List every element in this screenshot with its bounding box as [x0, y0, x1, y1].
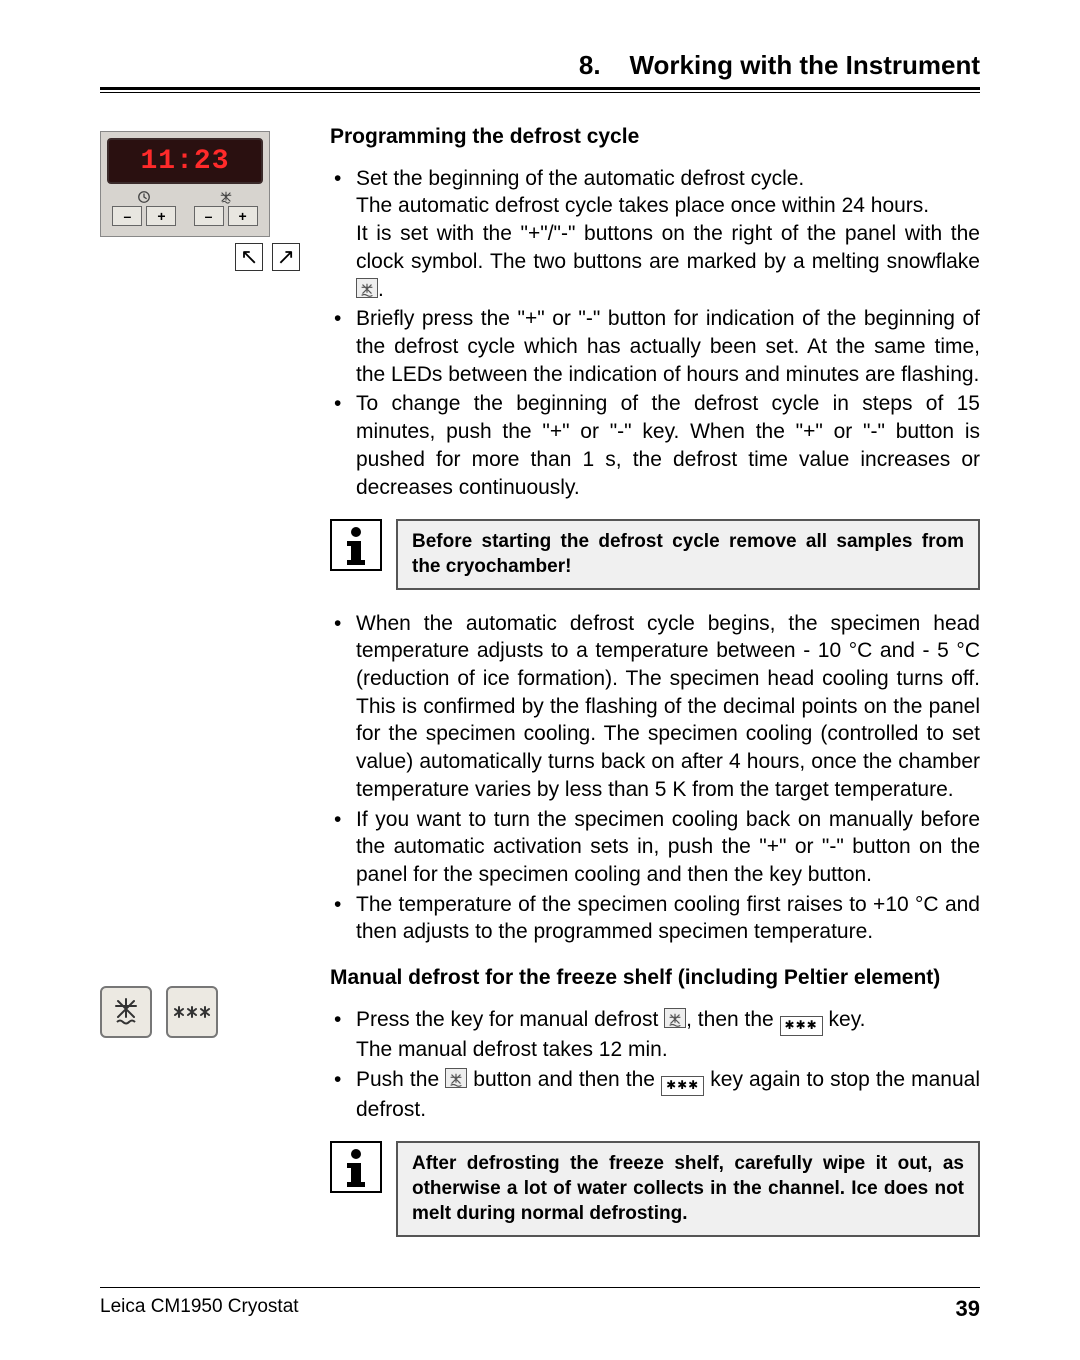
info-icon — [330, 1141, 382, 1193]
page-footer: Leica CM1950 Cryostat 39 — [100, 1287, 980, 1322]
led-display: 11:23 — [107, 138, 263, 184]
section1-title: Programming the defrost cycle — [330, 123, 980, 151]
time-minus-button: – — [112, 206, 142, 226]
section2-title: Manual defrost for the freeze shelf (inc… — [330, 964, 980, 992]
three-stars-icon — [172, 1002, 212, 1022]
melting-snowflake-icon — [109, 995, 143, 1029]
melting-snowflake-inline-icon — [356, 278, 378, 298]
section2-list: Press the key for manual defrost , then … — [330, 1006, 980, 1123]
header-rule-thick — [100, 87, 980, 90]
defrost-minus-button: – — [194, 206, 224, 226]
defrost-plus-button: + — [228, 206, 258, 226]
info-box-1: Before starting the defrost cycle remove… — [330, 519, 980, 589]
arrow-up-right-icon: ↗ — [272, 243, 300, 271]
arrow-up-left-icon: ↖ — [235, 243, 263, 271]
list-item: Push the button and then the ✱✱✱ key aga… — [330, 1066, 980, 1124]
chapter-number: 8. — [579, 50, 601, 80]
page-number: 39 — [956, 1296, 980, 1322]
defrost-key-button — [100, 986, 152, 1038]
manual-defrost-buttons-figure — [100, 986, 310, 1038]
stars-inline-icon: ✱✱✱ — [780, 1016, 823, 1036]
list-item: To change the beginning of the defrost c… — [330, 390, 980, 501]
section1-list-a: Set the beginning of the automatic defro… — [330, 165, 980, 502]
defrost-snowflake-icon — [217, 190, 235, 204]
clock-icon — [135, 190, 153, 204]
content-area: 11:23 – + – — [100, 123, 980, 1257]
info-icon — [330, 519, 382, 571]
info-text: Before starting the defrost cycle remove… — [396, 519, 980, 589]
chapter-title: Working with the Instrument — [629, 50, 980, 80]
control-panel-figure: 11:23 – + – — [100, 131, 270, 237]
info-text: After defrosting the freeze shelf, caref… — [396, 1141, 980, 1236]
melting-snowflake-inline-icon — [445, 1068, 467, 1088]
figure-column: 11:23 – + – — [100, 123, 330, 1257]
text-column: Programming the defrost cycle Set the be… — [330, 123, 980, 1257]
list-item: Press the key for manual defrost , then … — [330, 1006, 980, 1064]
list-item: When the automatic defrost cycle begins,… — [330, 610, 980, 804]
time-plus-button: + — [146, 206, 176, 226]
chapter-header: 8. Working with the Instrument — [100, 50, 980, 87]
section1-list-b: When the automatic defrost cycle begins,… — [330, 610, 980, 947]
melting-snowflake-inline-icon — [664, 1008, 686, 1028]
list-item: The temperature of the specimen cooling … — [330, 891, 980, 946]
list-item: Set the beginning of the automatic defro… — [330, 165, 980, 304]
header-rule-thin — [100, 92, 980, 93]
info-box-2: After defrosting the freeze shelf, caref… — [330, 1141, 980, 1236]
list-item: Briefly press the "+" or "-" button for … — [330, 305, 980, 388]
stars-inline-icon: ✱✱✱ — [661, 1076, 704, 1096]
stars-key-button — [166, 986, 218, 1038]
list-item: If you want to turn the specimen cooling… — [330, 806, 980, 889]
product-name: Leica CM1950 Cryostat — [100, 1296, 299, 1322]
pointer-arrows: ↖ ↗ — [100, 243, 310, 271]
manual-page: 8. Working with the Instrument 11:23 – + — [0, 0, 1080, 1360]
